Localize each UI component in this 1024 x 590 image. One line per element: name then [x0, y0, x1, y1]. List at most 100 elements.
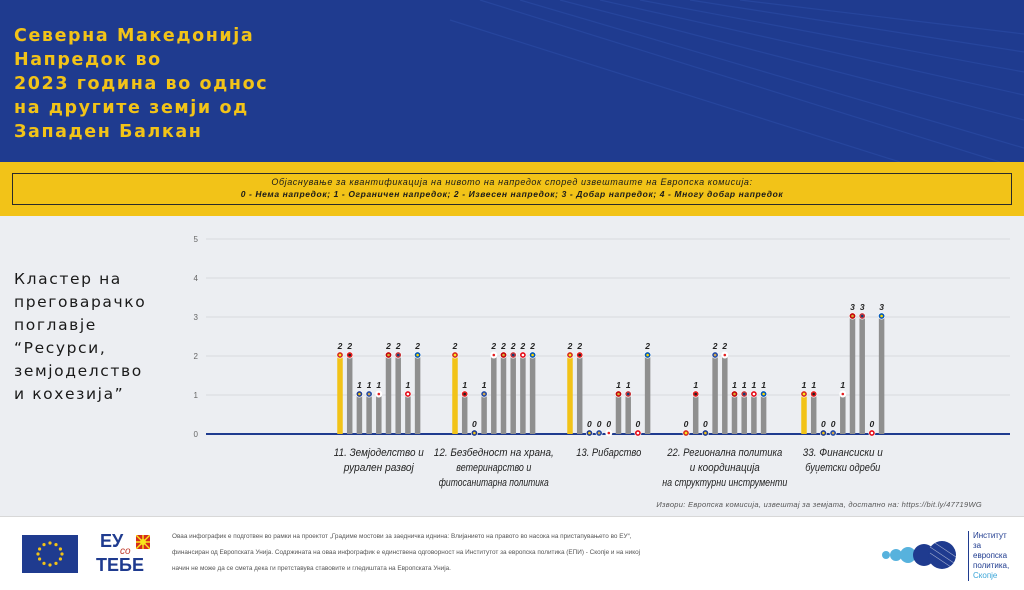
bar [452, 356, 458, 434]
north-macedonia-flag-emblem [684, 431, 688, 435]
bar [414, 356, 421, 434]
bar [567, 356, 573, 434]
page-title: Северна Македонија Напредок во 2023 годи… [14, 24, 268, 144]
title-line: Северна Македонија [14, 26, 255, 46]
cluster-line: и кохезија” [14, 385, 125, 403]
bar [741, 395, 747, 434]
albania-flag-emblem [694, 392, 697, 396]
data-label: 1 [406, 380, 411, 390]
bar [810, 395, 817, 434]
kosovo-flag-emblem [482, 392, 486, 396]
bar [878, 317, 885, 434]
data-label: 1 [693, 380, 698, 390]
cluster-line: преговарачко [14, 293, 147, 311]
cluster-line: “Ресурси, [14, 339, 107, 357]
bar [615, 395, 622, 434]
category-label: ветеринарство и [456, 462, 531, 474]
kosovo-flag-emblem [831, 431, 835, 435]
ukraine-flag-emblem [531, 353, 534, 357]
header-pattern [449, 0, 1024, 162]
data-label: 2 [500, 341, 506, 351]
serbia-flag-emblem [742, 392, 746, 396]
category-label: 22. Регионална политика [666, 447, 782, 459]
category-label: 13. Рибарство [576, 447, 641, 459]
data-label: 2 [712, 341, 718, 351]
data-label: 2 [337, 341, 343, 351]
legend-band: Објаснување за квантификација на нивото … [0, 162, 1024, 216]
bar [692, 395, 699, 434]
institute-logo-icon [882, 540, 957, 570]
data-label: 2 [395, 341, 401, 351]
cluster-line: Кластер на [14, 270, 122, 288]
category-label: буџетски одреби [805, 462, 880, 474]
albania-flag-emblem [463, 392, 467, 396]
ukraine-flag-emblem [880, 314, 883, 318]
serbia-flag-emblem [511, 353, 515, 357]
data-label: 0 [684, 419, 689, 429]
serbia-flag-emblem [860, 314, 864, 318]
y-tick-label: 5 [194, 235, 199, 244]
georgia-flag-emblem [377, 392, 381, 396]
category-label: на структурни инструменти [662, 477, 787, 489]
ukraine-flag-emblem [646, 353, 649, 357]
data-label: 0 [870, 419, 875, 429]
footer: ЕУ со ТЕБЕ Оваа инфографик е подготвен в… [0, 516, 1024, 590]
bosnia-herzegovina-flag-emblem [358, 392, 361, 396]
turkey-flag-emblem [870, 431, 874, 435]
cluster-line: земјоделство [14, 362, 143, 380]
bar [712, 356, 718, 434]
legend-box: Објаснување за квантификација на нивото … [12, 173, 1012, 205]
bar [385, 356, 392, 434]
north-macedonia-flag-emblem [453, 353, 457, 357]
data-label: 2 [346, 341, 352, 351]
data-label: 2 [644, 341, 650, 351]
bar [840, 395, 846, 434]
category-label: фитосанитарна политика [439, 477, 549, 489]
data-label: 1 [376, 380, 381, 390]
data-label: 0 [831, 419, 836, 429]
bosnia-herzegovina-flag-emblem [704, 431, 707, 435]
category-label: 12. Безбедност на храна, [434, 447, 554, 459]
bar [510, 356, 516, 434]
ukraine-flag-emblem [762, 392, 765, 396]
cluster-line: поглавје [14, 316, 97, 334]
data-label: 2 [567, 341, 573, 351]
bar [395, 356, 401, 434]
albania-flag-emblem [578, 353, 581, 357]
bar [337, 356, 343, 434]
bar [491, 356, 497, 434]
data-label: 0 [472, 419, 477, 429]
data-label: 2 [414, 341, 420, 351]
bosnia-herzegovina-flag-emblem [588, 431, 591, 435]
data-label: 3 [879, 302, 884, 312]
data-label: 1 [367, 380, 372, 390]
kosovo-flag-emblem [597, 431, 601, 435]
serbia-flag-emblem [626, 392, 630, 396]
kosovo-flag-emblem [713, 353, 717, 357]
north-macedonia-flag-emblem [338, 353, 342, 357]
data-label: 0 [597, 419, 602, 429]
data-label: 2 [452, 341, 458, 351]
albania-flag-emblem [348, 353, 352, 357]
header-band: Северна Македонија Напредок во 2023 годи… [0, 0, 1024, 162]
data-label: 2 [490, 341, 496, 351]
category-label: 33. Финансиски и [803, 447, 883, 459]
bar [801, 395, 807, 434]
funding-disclaimer: Оваа инфографик е подготвен во рамки на … [172, 533, 641, 572]
title-line: 2023 година во однос [14, 74, 269, 94]
bar [859, 317, 865, 434]
bar [529, 356, 536, 434]
bar [500, 356, 507, 434]
montenegro-flag-emblem [851, 314, 854, 318]
data-label: 1 [742, 380, 747, 390]
data-label: 1 [626, 380, 631, 390]
data-label: 2 [520, 341, 526, 351]
serbia-flag-emblem [396, 353, 400, 357]
data-label: 2 [721, 341, 727, 351]
data-label: 3 [850, 302, 855, 312]
albania-flag-emblem [812, 392, 815, 396]
turkey-flag-emblem [521, 353, 525, 357]
bar [461, 395, 468, 434]
georgia-flag-emblem [841, 392, 845, 396]
